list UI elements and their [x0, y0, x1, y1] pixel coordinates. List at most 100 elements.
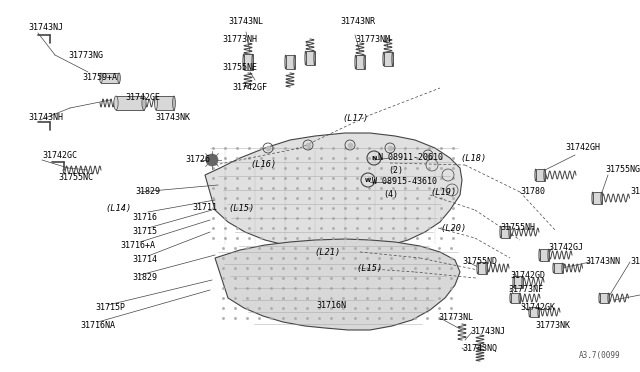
Ellipse shape — [305, 51, 306, 65]
Ellipse shape — [364, 55, 365, 69]
Ellipse shape — [477, 262, 478, 274]
Text: 31715P: 31715P — [95, 304, 125, 312]
Text: (L20): (L20) — [440, 224, 467, 232]
Text: 31755NG: 31755NG — [605, 166, 640, 174]
Ellipse shape — [513, 276, 514, 288]
Ellipse shape — [114, 96, 118, 110]
Bar — [540, 249, 548, 261]
Ellipse shape — [486, 262, 487, 274]
Bar — [513, 276, 522, 288]
Text: 31743NN: 31743NN — [585, 257, 620, 266]
Ellipse shape — [383, 52, 384, 66]
Text: 31742GC: 31742GC — [42, 151, 77, 160]
Ellipse shape — [529, 307, 530, 317]
Text: 31743NJ: 31743NJ — [470, 327, 505, 337]
Ellipse shape — [142, 96, 146, 110]
Text: 31716+A: 31716+A — [120, 241, 155, 250]
Text: (L16): (L16) — [250, 160, 276, 170]
Text: 31773NG: 31773NG — [68, 51, 103, 60]
Ellipse shape — [285, 55, 286, 69]
Polygon shape — [215, 239, 460, 330]
Text: 31773NM: 31773NM — [355, 35, 390, 45]
Ellipse shape — [535, 169, 536, 181]
Ellipse shape — [100, 73, 102, 83]
Text: (4): (4) — [383, 189, 398, 199]
Ellipse shape — [294, 55, 295, 69]
Text: (L14): (L14) — [105, 203, 131, 212]
Ellipse shape — [355, 55, 356, 69]
Text: 31743NH: 31743NH — [28, 113, 63, 122]
Ellipse shape — [252, 54, 253, 70]
Text: 31711: 31711 — [192, 203, 217, 212]
Ellipse shape — [544, 169, 545, 181]
Ellipse shape — [553, 263, 554, 273]
Text: N: N — [371, 155, 377, 160]
Text: (L18): (L18) — [460, 154, 486, 163]
Text: 31742GH: 31742GH — [565, 144, 600, 153]
Text: 31829: 31829 — [132, 273, 157, 282]
Text: 31773NL: 31773NL — [438, 314, 473, 323]
Ellipse shape — [314, 51, 315, 65]
Bar — [101, 73, 119, 83]
Bar — [285, 55, 294, 69]
Ellipse shape — [599, 293, 600, 303]
Text: 31755NE: 31755NE — [222, 64, 257, 73]
Ellipse shape — [392, 52, 393, 66]
Text: (L15): (L15) — [228, 203, 254, 212]
Text: 31773NK: 31773NK — [535, 321, 570, 330]
Text: 31716: 31716 — [132, 214, 157, 222]
Text: 31743NM: 31743NM — [630, 257, 640, 266]
Bar — [477, 262, 486, 274]
Ellipse shape — [522, 276, 523, 288]
Bar — [554, 263, 563, 273]
Text: W 08915-43610: W 08915-43610 — [372, 177, 437, 186]
Text: 31743NR: 31743NR — [340, 17, 375, 26]
Ellipse shape — [173, 96, 175, 110]
Bar — [116, 96, 144, 110]
Text: 31716NA: 31716NA — [80, 321, 115, 330]
Bar — [243, 54, 253, 70]
Bar — [529, 307, 538, 317]
Text: 31829: 31829 — [135, 187, 160, 196]
Text: (L15): (L15) — [356, 263, 382, 273]
Text: 31773NJ: 31773NJ — [630, 187, 640, 196]
Text: W: W — [365, 177, 371, 183]
Text: 31743NL: 31743NL — [228, 17, 263, 26]
Text: 31773NF: 31773NF — [508, 285, 543, 295]
Text: 31742GK: 31742GK — [520, 304, 555, 312]
Text: (2): (2) — [388, 166, 403, 174]
Text: (L21): (L21) — [314, 247, 340, 257]
Text: 31743NJ: 31743NJ — [28, 23, 63, 32]
Bar — [156, 96, 174, 110]
Ellipse shape — [155, 96, 157, 110]
Text: 31743NQ: 31743NQ — [462, 343, 497, 353]
Text: 31742GJ: 31742GJ — [548, 244, 583, 253]
Text: 31755NC: 31755NC — [58, 173, 93, 183]
Text: 31714: 31714 — [132, 256, 157, 264]
Text: 31715: 31715 — [132, 228, 157, 237]
Circle shape — [206, 154, 218, 166]
Text: 31726: 31726 — [185, 155, 210, 164]
Bar — [383, 52, 392, 66]
Text: 31742GF: 31742GF — [232, 83, 267, 93]
Bar — [500, 226, 509, 238]
Ellipse shape — [608, 293, 609, 303]
Text: 31743NK: 31743NK — [155, 113, 190, 122]
Ellipse shape — [500, 226, 501, 238]
Ellipse shape — [548, 249, 549, 261]
Polygon shape — [205, 133, 462, 250]
Text: 31759+A: 31759+A — [82, 74, 117, 83]
Text: 31780: 31780 — [520, 187, 545, 196]
Ellipse shape — [601, 192, 602, 204]
Text: 31716N: 31716N — [316, 301, 346, 310]
Bar — [305, 51, 314, 65]
Text: 31773NH: 31773NH — [222, 35, 257, 45]
Ellipse shape — [118, 73, 120, 83]
Bar — [355, 55, 365, 69]
Ellipse shape — [509, 226, 510, 238]
Text: N 08911-20610: N 08911-20610 — [378, 154, 443, 163]
Ellipse shape — [592, 192, 593, 204]
Text: 31742GE: 31742GE — [125, 93, 160, 102]
Bar — [511, 293, 520, 303]
Ellipse shape — [538, 307, 539, 317]
